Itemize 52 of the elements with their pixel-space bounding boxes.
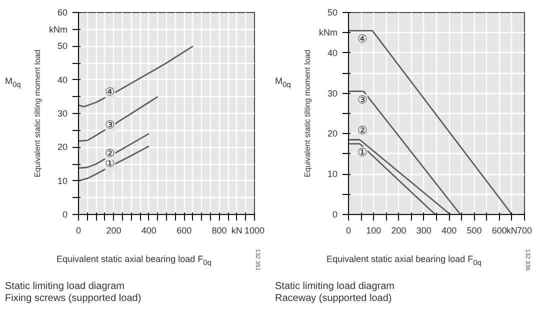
x-tick-label: 600 (176, 226, 192, 236)
x-tick-label: 200 (106, 226, 122, 236)
x-tick-label: 800 (212, 226, 227, 236)
x-tick-label: 1000 (244, 226, 265, 236)
series-label: ④ (105, 86, 116, 98)
y-tick-label: 10 (327, 169, 338, 180)
y-tick-label: 20 (57, 142, 68, 152)
line-series (78, 133, 150, 169)
text: M$_{0q}$ (5, 75, 21, 90)
series-label: ③ (105, 119, 116, 132)
series-label: ④ (358, 34, 368, 46)
x-tick-label: 600 (492, 226, 507, 236)
line-series (78, 145, 150, 182)
x-tick-label: kN (506, 226, 518, 236)
series-label: ② (105, 148, 116, 160)
y-tick-label: 10 (57, 176, 68, 186)
text: M$_{0q}$ (275, 75, 291, 90)
text: Fixing screws (supported load) (5, 293, 142, 304)
line-series (78, 45, 194, 108)
y-axis-title: Equivalent static tilting moment load (303, 50, 312, 178)
x-axis-title: Equivalent static axial bearing load F$_{0q}$ (56, 254, 212, 267)
x-tick-label: 0 (76, 226, 82, 236)
x-tick-label: 400 (141, 226, 156, 236)
x-tick-label: 100 (366, 226, 382, 236)
x-tick-label: 400 (442, 226, 457, 236)
text: Raceway (supported load) (275, 293, 392, 304)
x-tick-label: 300 (416, 226, 432, 236)
y-tick-label: 0 (332, 210, 338, 220)
y-tick-label: 50 (57, 41, 68, 52)
y-axis-title: Equivalent static tilting moment load (33, 50, 42, 178)
text: Static limiting load diagram (275, 281, 394, 292)
y-tick-label: 30 (57, 108, 68, 118)
series-label: ② (358, 124, 368, 137)
text: Static limiting load diagram (5, 281, 124, 292)
y-tick-label: 50 (327, 8, 338, 18)
series-label: ③ (358, 94, 368, 106)
y-tick-label: 30 (327, 88, 338, 98)
x-tick-label: 500 (466, 226, 482, 236)
y-tick-label: 0 (62, 210, 68, 220)
y-tick-label: 40 (57, 74, 68, 85)
x-tick-label: 0 (346, 226, 352, 236)
y-tick-label: kNm (319, 28, 338, 38)
x-tick-label: 200 (391, 226, 406, 236)
line-series (78, 96, 158, 142)
x-axis-title: Equivalent static axial bearing load F$_{0q}$ (326, 254, 482, 267)
y-tick-label: 40 (327, 48, 338, 58)
x-tick-label: 700 (516, 226, 532, 236)
y-tick-label: kNm (49, 24, 68, 34)
y-tick-label: 60 (57, 8, 68, 18)
series-label: ① (358, 146, 368, 159)
y-tick-label: 20 (327, 128, 338, 139)
x-tick-label: kN (231, 226, 242, 236)
